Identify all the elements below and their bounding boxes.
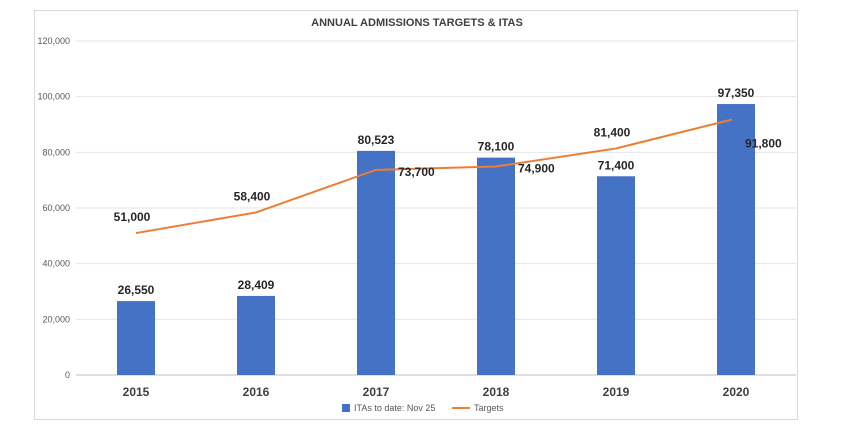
x-tick-label: 2019: [603, 385, 630, 399]
y-tick-label: 100,000: [37, 92, 70, 102]
bar-data-label: 28,409: [238, 278, 275, 292]
bar-data-label: 80,523: [358, 133, 395, 147]
y-tick-label: 0: [65, 370, 70, 380]
y-axis-ticks: 0 20,000 40,000 60,000 80,000 100,000 120,000: [37, 36, 70, 380]
bar: [117, 301, 155, 375]
bar-data-label: 71,400: [598, 158, 635, 172]
line-data-label: 51,000: [114, 210, 151, 224]
x-tick-label: 2018: [483, 385, 510, 399]
bar: [357, 150, 395, 375]
bar: [717, 104, 755, 375]
legend: ITAs to date: Nov 25 Targets: [342, 403, 504, 413]
data-labels: 26,550 28,409 80,523 78,100 71,400 97,350 51,0…: [114, 86, 782, 297]
line-series: [135, 118, 733, 235]
chart-title: ANNUAL ADMISSIONS TARGETS & ITAS: [311, 17, 523, 29]
bar-data-label: 78,100: [478, 140, 515, 154]
bar-data-label: 97,350: [718, 86, 755, 100]
y-tick-label: 60,000: [42, 203, 70, 213]
x-tick-label: 2017: [363, 385, 390, 399]
y-tick-label: 120,000: [37, 36, 70, 46]
x-tick-label: 2020: [723, 385, 750, 399]
bar: [477, 157, 515, 375]
legend-label-targets: Targets: [474, 403, 504, 413]
line-data-label: 58,400: [234, 189, 271, 203]
legend-swatch-itas: [342, 404, 350, 412]
x-tick-label: 2016: [243, 385, 270, 399]
y-tick-label: 20,000: [42, 314, 70, 324]
x-axis-ticks: 2015 2016 2017 2018 2019 2020: [123, 385, 750, 399]
bar: [237, 295, 275, 375]
bar-series: [117, 104, 755, 375]
line-data-label: 91,800: [745, 136, 782, 150]
line-data-label: 81,400: [594, 125, 631, 139]
line-data-label: 73,700: [398, 165, 435, 179]
y-tick-label: 80,000: [42, 147, 70, 157]
y-tick-label: 40,000: [42, 259, 70, 269]
x-tick-label: 2015: [123, 385, 150, 399]
gridlines: [76, 40, 796, 376]
legend-label-itas: ITAs to date: Nov 25: [354, 403, 435, 413]
chart-frame: [34, 10, 798, 420]
bar-data-label: 26,550: [118, 283, 155, 297]
line-data-label: 74,900: [518, 162, 555, 176]
targets-line: [135, 118, 733, 235]
bar: [597, 176, 635, 375]
